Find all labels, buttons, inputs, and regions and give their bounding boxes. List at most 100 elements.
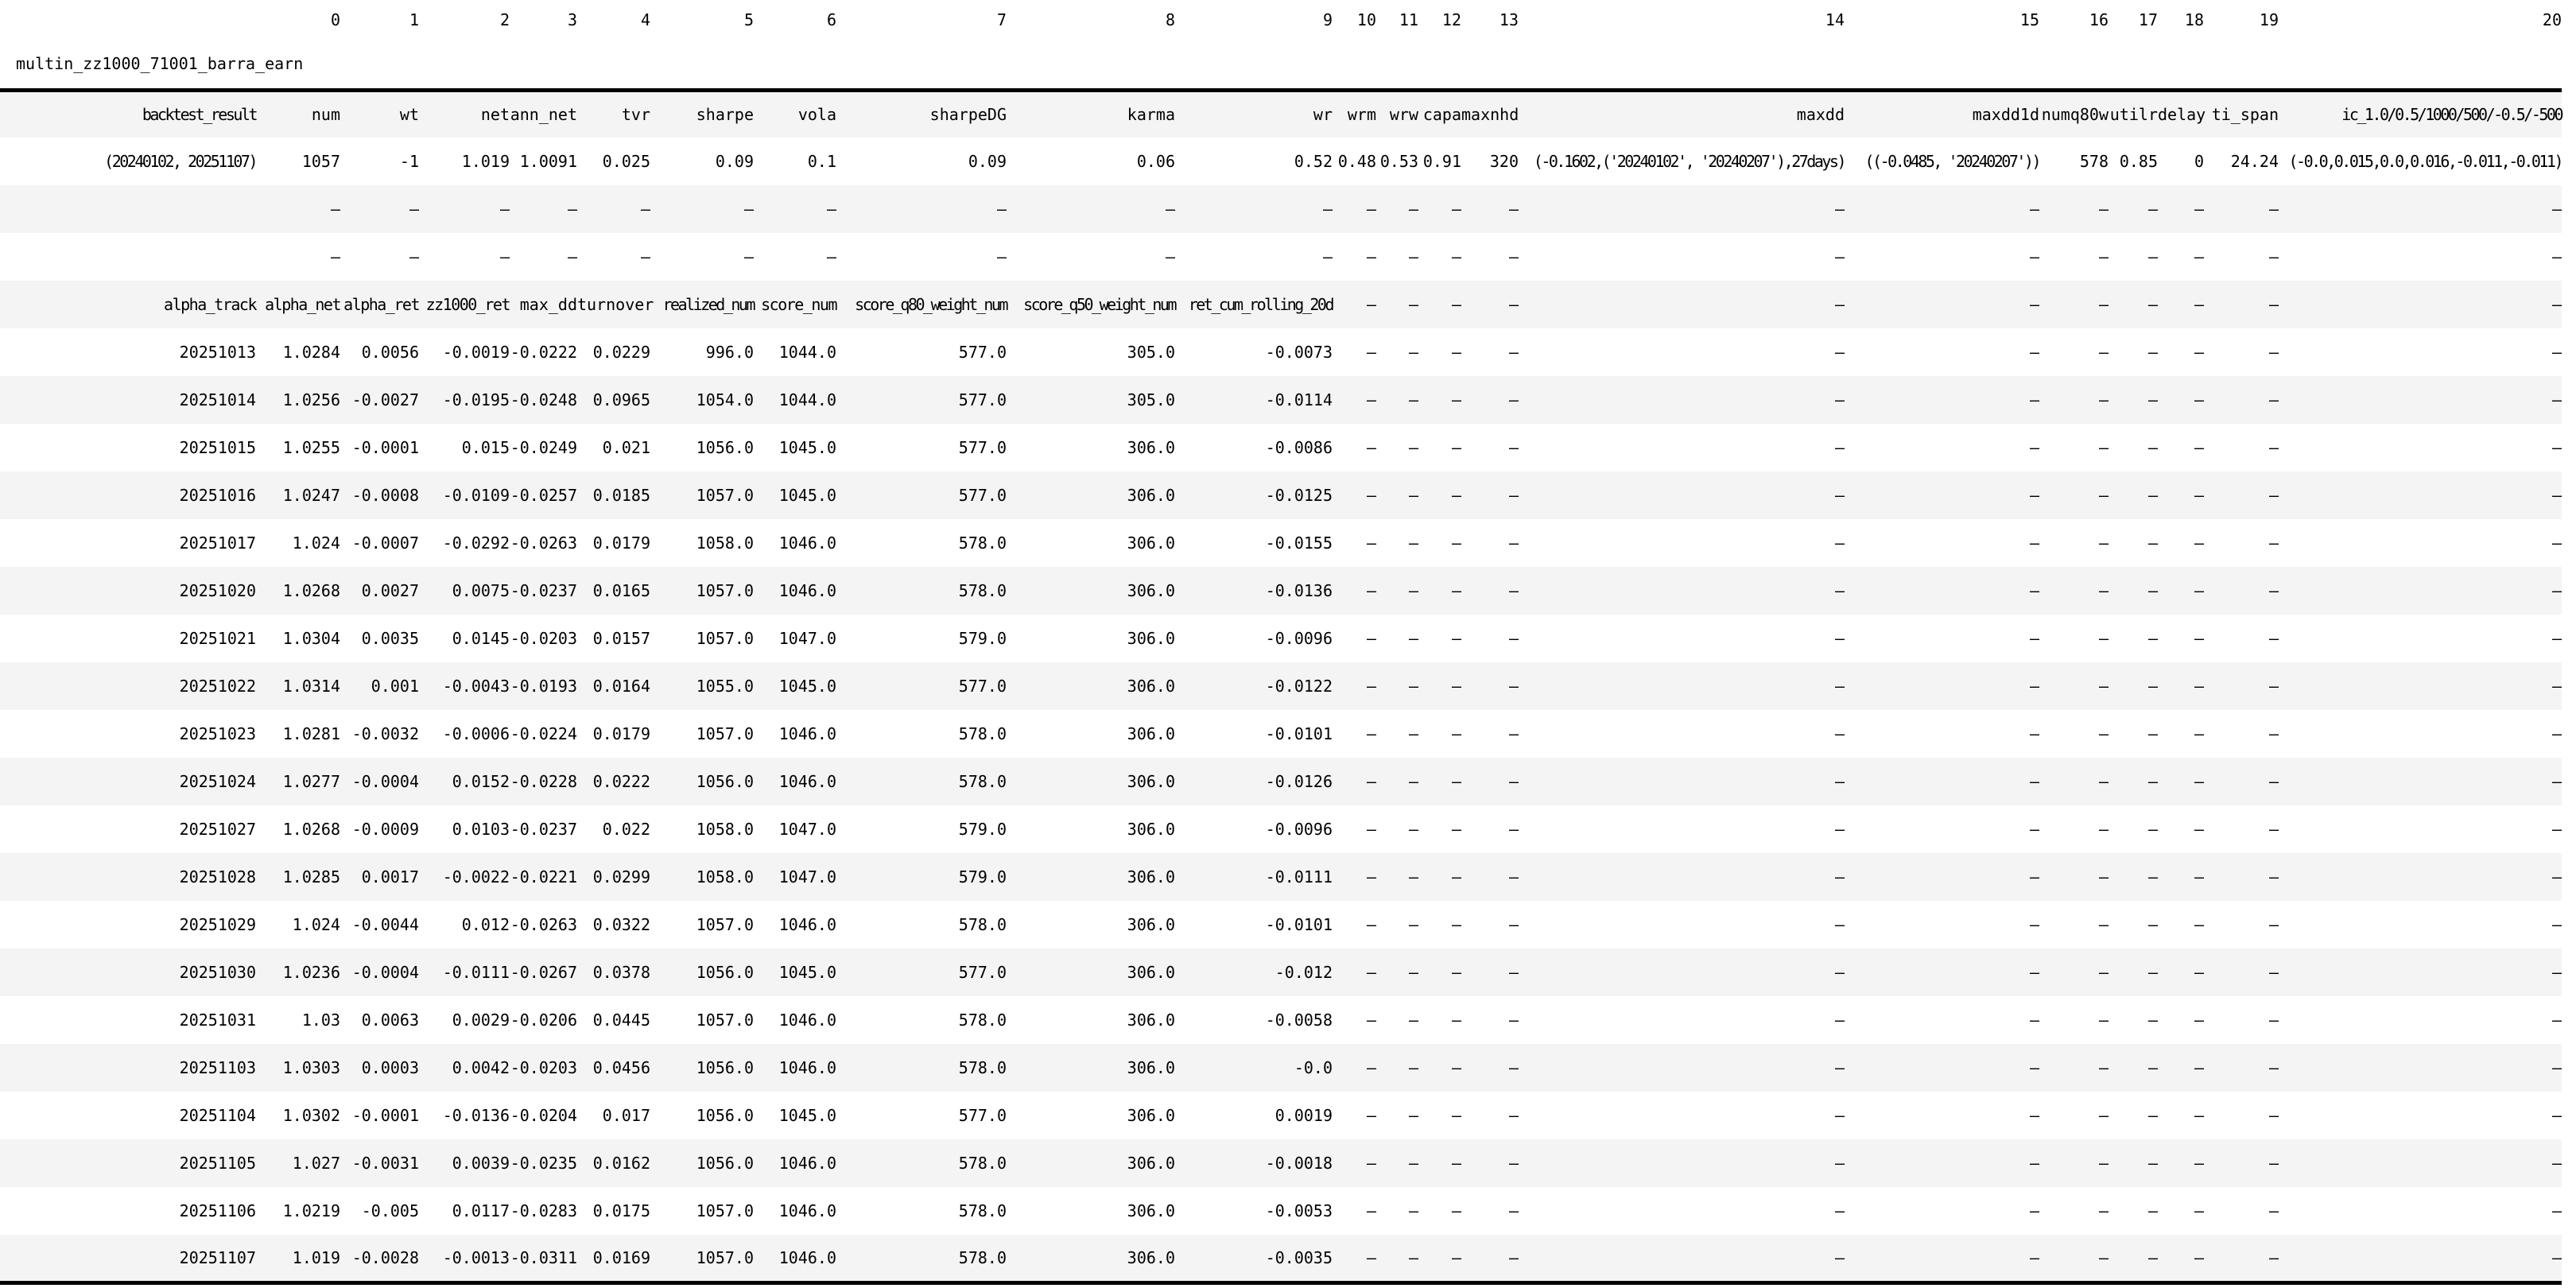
- value-cell: —: [2098, 915, 2109, 934]
- column-index-label: 5: [743, 10, 754, 29]
- value-cell: —: [2268, 629, 2279, 648]
- value-cell: -0.0013: [419, 1235, 510, 1285]
- value-cell: 0.0322: [592, 915, 650, 934]
- value-cell: —: [640, 200, 650, 219]
- value-cell: —: [1408, 486, 1418, 505]
- value-cell: —: [1834, 200, 1845, 219]
- value-cell: —: [2551, 820, 2562, 839]
- column-index-label: 12: [1441, 10, 1461, 29]
- value-cell: —: [2029, 390, 2039, 409]
- value-cell: 1046.0: [778, 724, 836, 743]
- value-cell: -0.0195: [442, 390, 510, 409]
- value-cell: —: [1408, 247, 1418, 266]
- value-cell: delay: [2158, 105, 2206, 125]
- value-cell: num: [311, 105, 340, 125]
- value-cell: 1046.0: [778, 1011, 836, 1030]
- value-cell: -0.0032: [351, 724, 419, 743]
- title-row: multin_zz1000_71001_barra_earn: [0, 40, 2562, 92]
- value-cell: -0.0283: [510, 1201, 577, 1220]
- value-cell: —: [567, 200, 577, 219]
- value-cell: —: [1408, 820, 1418, 839]
- value-cell: capa: [1422, 105, 1461, 125]
- column-index-label: 17: [2138, 10, 2158, 29]
- value-cell: 0.0063: [361, 1011, 419, 1030]
- value-cell: —: [330, 200, 340, 219]
- value-cell: 305.0: [1127, 390, 1175, 409]
- value-cell: —: [2098, 581, 2109, 600]
- table-row: 20251104 1.0302 -0.0001 -0.0136 -0.0204 0.017…: [0, 1092, 2562, 1139]
- value-cell: —: [2551, 390, 2562, 409]
- value-cell: —: [2029, 295, 2039, 314]
- value-cell: —: [2098, 1201, 2109, 1220]
- table-row: 20251029 1.024 -0.0044 0.012 -0.0263 0.0322 10…: [0, 901, 2562, 949]
- value-cell: —: [2194, 1201, 2204, 1220]
- row-index-cell: 20251023: [179, 724, 256, 743]
- value-cell: —: [567, 247, 577, 266]
- value-cell: 0.0378: [592, 963, 650, 982]
- value-cell: —: [1834, 629, 1845, 648]
- value-cell: —: [1451, 533, 1461, 553]
- table-row: 20251017 1.024 -0.0007 -0.0292 -0.0263 0.0179…: [0, 519, 2562, 567]
- value-cell: 0.91: [1422, 152, 1461, 171]
- value-cell: 306.0: [1127, 1058, 1175, 1077]
- table-row: — — — — — — — — — — — — — — — — — — — — —: [0, 185, 2562, 233]
- value-cell: —: [1451, 629, 1461, 648]
- value-cell: —: [1366, 629, 1376, 648]
- value-cell: —: [1408, 629, 1418, 648]
- row-index-cell: 20251021: [179, 629, 256, 648]
- value-cell: —: [1366, 390, 1376, 409]
- value-cell: 0.0039: [452, 1154, 510, 1173]
- value-cell: —: [1834, 820, 1845, 839]
- value-cell: —: [2551, 772, 2562, 791]
- value-cell: ic_1.0/0.5/1000/500/-0.5/-500: [2341, 105, 2563, 125]
- value-cell: 0.0965: [592, 390, 650, 409]
- value-cell: 0.0185: [592, 486, 650, 505]
- value-cell: 0.021: [602, 438, 650, 457]
- value-cell: —: [2551, 724, 2562, 743]
- value-cell: realized_num: [662, 295, 756, 314]
- value-cell: 306.0: [1127, 533, 1175, 553]
- value-cell: 306.0: [1127, 772, 1175, 791]
- value-cell: -0.0101: [1265, 915, 1333, 934]
- value-cell: —: [1366, 1106, 1376, 1125]
- value-cell: -0.0248: [510, 390, 577, 409]
- value-cell: —: [2268, 1201, 2279, 1220]
- value-cell: —: [2551, 963, 2562, 982]
- value-cell: —: [2147, 724, 2158, 743]
- value-cell: 577.0: [958, 343, 1007, 362]
- value-cell: —: [2029, 724, 2039, 743]
- row-index-cell: 20251106: [179, 1201, 256, 1220]
- value-cell: 0.53: [1379, 152, 1418, 171]
- value-cell: —: [826, 247, 836, 266]
- value-cell: —: [2194, 1106, 2204, 1125]
- value-cell: —: [1451, 724, 1461, 743]
- value-cell: 1057.0: [650, 1235, 754, 1285]
- value-cell: —: [2194, 390, 2204, 409]
- value-cell: 24.24: [2230, 152, 2279, 171]
- value-cell: —: [1519, 1235, 1845, 1285]
- value-cell: 578.0: [958, 915, 1007, 934]
- value-cell: —: [1366, 1011, 1376, 1030]
- value-cell: —: [2268, 581, 2279, 600]
- value-cell: 1046.0: [778, 581, 836, 600]
- value-cell: -0.0111: [442, 963, 510, 982]
- value-cell: —: [1845, 1235, 2039, 1285]
- column-index-label: 15: [2019, 10, 2039, 29]
- value-cell: —: [2551, 1011, 2562, 1030]
- value-cell: 0.0029: [452, 1011, 510, 1030]
- value-cell: —: [1165, 200, 1175, 219]
- value-cell: -0.0136: [1265, 581, 1333, 600]
- value-cell: 1046.0: [778, 1058, 836, 1077]
- row-index-cell: 20251031: [179, 1011, 256, 1030]
- value-cell: 1.0247: [282, 486, 340, 505]
- value-cell: -0.0292: [442, 533, 510, 553]
- value-cell: —: [1408, 915, 1418, 934]
- table-row: 20251024 1.0277 -0.0004 0.0152 -0.0228 0.0222…: [0, 758, 2562, 805]
- value-cell: —: [2147, 295, 2158, 314]
- row-index-cell: 20251013: [179, 343, 256, 362]
- value-cell: —: [1366, 295, 1376, 314]
- value-cell: —: [2194, 486, 2204, 505]
- value-cell: —: [2098, 629, 2109, 648]
- value-cell: —: [2029, 963, 2039, 982]
- value-cell: 1.0268: [282, 820, 340, 839]
